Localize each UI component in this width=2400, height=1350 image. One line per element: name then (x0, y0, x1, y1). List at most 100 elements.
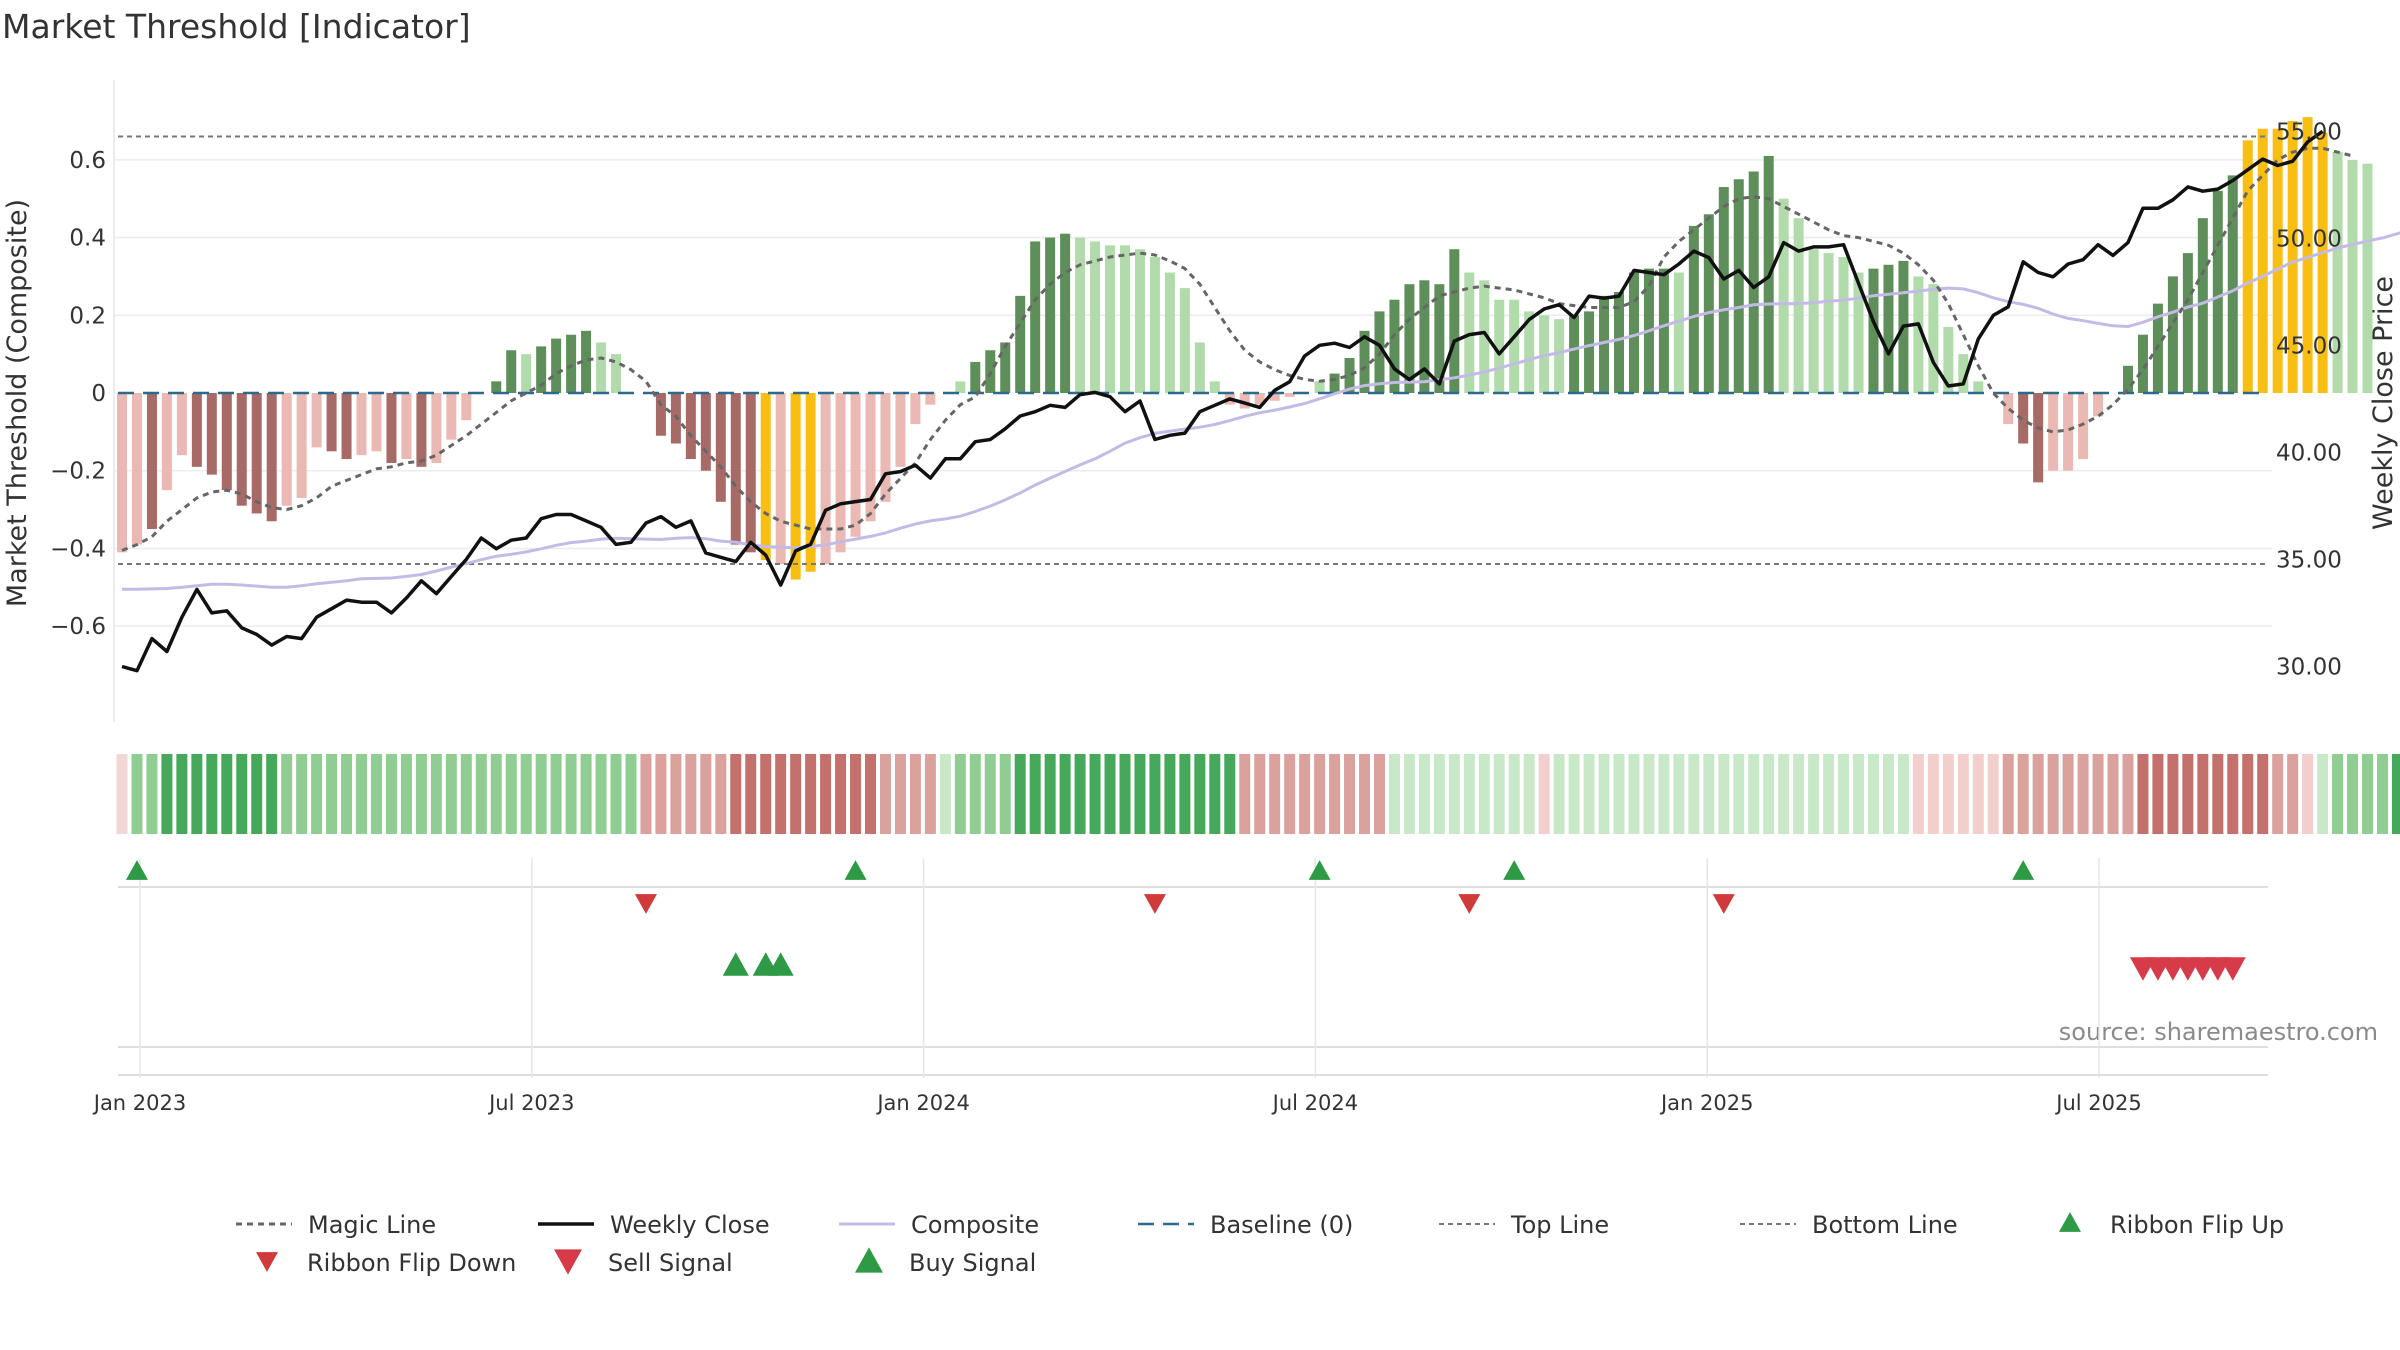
ribbon-cell (1523, 754, 1535, 834)
composite-bar (506, 350, 517, 393)
ribbon-cell (1942, 754, 1954, 834)
ribbon-flip-down-marker (1458, 894, 1481, 914)
ribbon-cell (2287, 754, 2299, 834)
ribbon-flip-up-marker (2012, 860, 2035, 880)
composite-bar (2167, 276, 2178, 393)
ribbon-cell (2152, 754, 2164, 834)
composite-bar (131, 393, 142, 545)
y-left-tick-label: 0.4 (69, 226, 106, 252)
ribbon-cell (790, 754, 802, 834)
y-right-tick-label: 40.00 (2276, 440, 2342, 466)
composite-bar (820, 393, 831, 564)
composite-bar (521, 354, 532, 393)
composite-bar (2317, 132, 2328, 393)
ribbon-cell (2362, 754, 2373, 834)
ribbon-flip-down-marker (634, 894, 657, 914)
ribbon-cell (1838, 754, 1850, 834)
composite-bar (356, 393, 367, 456)
composite-bar (1838, 256, 1849, 393)
legend-marker-flipdown (256, 1252, 278, 1272)
ribbon-cell (281, 754, 293, 834)
x-tick-label: Jan 2023 (92, 1091, 187, 1115)
ribbon-cell (1418, 754, 1430, 834)
composite-bar (251, 393, 262, 514)
composite-bars (117, 117, 2373, 580)
ribbon-cell (805, 754, 817, 834)
ribbon-cell (2272, 754, 2284, 834)
composite-bar (1030, 241, 1041, 393)
x-tick-label: Jul 2025 (2054, 1091, 2141, 1115)
ribbon-cell (2242, 754, 2254, 834)
y-right-tick-label: 50.00 (2276, 226, 2342, 252)
composite-bar (1239, 393, 1250, 409)
composite-bar (1419, 280, 1430, 393)
ribbon-cell (1134, 754, 1146, 834)
ribbon-cell (1044, 754, 1056, 834)
composite-bar (1164, 272, 1175, 393)
composite-bar (2272, 128, 2283, 394)
composite-bar (221, 393, 232, 491)
ribbon-cell (2092, 754, 2104, 834)
ribbon-cell (835, 754, 847, 834)
ribbon-cell (984, 754, 996, 834)
ribbon-cell (879, 754, 891, 834)
ribbon-cell (221, 754, 233, 834)
ribbon-cell (999, 754, 1011, 834)
composite-bar (880, 393, 891, 502)
ribbon-cell (1538, 754, 1550, 834)
composite-bar (1389, 299, 1400, 393)
ribbon-cell (1059, 754, 1071, 834)
ribbon-cell (1284, 754, 1296, 834)
composite-bar (596, 342, 607, 393)
ribbon-cell (640, 754, 652, 834)
ribbon-cell (865, 754, 876, 834)
composite-bar (1479, 280, 1490, 393)
composite-bar (685, 393, 696, 460)
composite-bar (296, 393, 307, 498)
composite-bar (2242, 140, 2253, 393)
composite-bar (536, 346, 547, 393)
ribbon-cell (520, 754, 532, 834)
composite-bar (1584, 311, 1595, 393)
composite-bar (1554, 319, 1565, 393)
composite-bar (1973, 381, 1984, 393)
ribbon-cell (625, 754, 637, 834)
ribbon-cell (2347, 754, 2359, 834)
composite-bar (1853, 272, 1864, 393)
ribbon-cell (311, 754, 323, 834)
composite-bar (2018, 393, 2029, 444)
ribbon-cell (939, 754, 951, 834)
composite-bar (176, 393, 187, 456)
ribbon-cell (415, 754, 427, 834)
composite-bar (1344, 358, 1355, 393)
y-left-tick-label: −0.2 (50, 459, 106, 485)
y-left-axis-title: Market Threshold (Composite) (2, 199, 33, 607)
composite-bar (1194, 342, 1205, 393)
ribbon-cell (1957, 754, 1969, 834)
ribbon-cell (1613, 754, 1625, 834)
ribbon-cell (1733, 754, 1745, 834)
composite-bar (1134, 249, 1145, 393)
composite-bar (1254, 393, 1265, 405)
composite-bar (2332, 152, 2343, 393)
ribbon-cell (2182, 754, 2194, 834)
ribbon-cell (2317, 754, 2329, 834)
composite-bar (2212, 190, 2223, 393)
composite-bar (1090, 241, 1101, 393)
ribbon-cell (1463, 754, 1475, 834)
composite-bar (1119, 245, 1130, 393)
composite-bar (446, 393, 457, 440)
ribbon-cell (1718, 754, 1730, 834)
ribbon-cell (1583, 754, 1595, 834)
composite-bar (2122, 365, 2133, 393)
ribbon-cell (1029, 754, 1041, 834)
ribbon-flip-down-marker (1143, 894, 1166, 914)
ribbon-cell (1897, 754, 1909, 834)
ribbon-cell (550, 754, 562, 834)
ribbon-cell (1433, 754, 1445, 834)
composite-bar (2347, 159, 2358, 393)
legend-label-sell: Sell Signal (608, 1249, 733, 1277)
composite-bar (1045, 237, 1056, 393)
trend-ribbon (116, 754, 2400, 834)
ribbon-cell (1224, 754, 1236, 834)
